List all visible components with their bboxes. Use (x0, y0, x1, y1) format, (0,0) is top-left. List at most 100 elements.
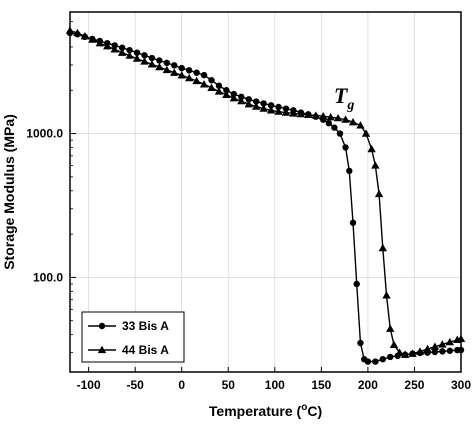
data-point (387, 353, 394, 361)
data-point (132, 54, 142, 62)
data-point (446, 347, 454, 354)
data-point (346, 167, 353, 175)
data-point (259, 104, 268, 112)
data-point (296, 109, 306, 118)
data-point (155, 62, 164, 71)
data-point (289, 109, 298, 117)
data-point (457, 346, 465, 354)
data-point (445, 337, 455, 346)
data-point (415, 347, 425, 355)
data-point (326, 112, 335, 121)
x-tick-label: -50 (126, 378, 144, 392)
data-point (163, 59, 171, 67)
data-point (274, 107, 283, 115)
y-tick-label: 100.0 (33, 270, 63, 284)
data-point (223, 87, 230, 94)
data-point (281, 108, 291, 116)
data-point (357, 339, 364, 347)
data-point (117, 48, 127, 56)
data-point (125, 51, 134, 59)
data-point (367, 144, 376, 153)
tg-annotation-sub: g (346, 98, 354, 113)
data-point (207, 83, 216, 91)
x-axis-label-main: Temperature ( (209, 403, 302, 419)
x-tick-label: 250 (404, 378, 424, 392)
data-point (118, 44, 126, 51)
data-point (95, 38, 104, 47)
data-point (423, 344, 432, 353)
data-point (266, 106, 276, 114)
data-point (319, 112, 328, 120)
data-point (431, 348, 439, 356)
data-point (361, 129, 371, 137)
data-point (133, 49, 141, 56)
legend: 33 Bis A 44 Bis A (81, 311, 185, 363)
data-point (325, 120, 333, 127)
legend-marker (98, 322, 106, 330)
data-point (349, 219, 357, 226)
series-layer (65, 26, 466, 365)
x-axis-label-sup: o (301, 402, 307, 413)
x-tick-label: 0 (178, 378, 185, 392)
legend-item: 44 Bis A (88, 343, 169, 357)
data-point (311, 111, 320, 119)
data-point (336, 130, 344, 137)
tg-annotation-main: T (334, 83, 349, 108)
data-point (439, 348, 446, 355)
plot-frame (69, 11, 462, 373)
series-line (69, 32, 462, 363)
data-point (371, 161, 380, 169)
axis-ticks: -100 -50 0 50 100 150 200 250 300 100.0 1000.0 (26, 21, 471, 392)
data-point (342, 144, 349, 151)
data-point (162, 65, 172, 74)
data-point (378, 243, 387, 252)
data-point (389, 340, 399, 348)
x-axis-label-unit: C) (307, 403, 322, 419)
data-point (148, 54, 156, 62)
data-point (193, 69, 200, 76)
data-point (156, 57, 163, 64)
legend-box (81, 311, 185, 363)
data-point (88, 35, 97, 43)
data-point (185, 67, 193, 74)
data-point (215, 82, 223, 89)
data-point (408, 349, 417, 357)
data-point (141, 52, 148, 59)
data-point (260, 100, 267, 107)
y-axis-label: Storage Modulus (MPa) (1, 114, 17, 270)
y-tick-label: 1000.0 (26, 127, 63, 141)
data-point (222, 90, 231, 98)
data-point (456, 334, 466, 343)
data-point (192, 76, 201, 85)
data-point (353, 280, 360, 288)
data-point (229, 94, 239, 102)
data-point (140, 57, 149, 65)
data-point (200, 71, 208, 79)
data-point (430, 342, 440, 350)
data-point (386, 324, 395, 332)
x-tick-label: -100 (77, 378, 101, 392)
legend-label: 33 Bis A (122, 319, 169, 333)
data-point (199, 80, 209, 88)
data-point (147, 60, 157, 68)
data-point (110, 45, 119, 53)
x-tick-label: 300 (451, 378, 471, 392)
data-point (103, 41, 112, 50)
data-point (178, 64, 185, 72)
x-tick-label: 50 (222, 378, 236, 392)
data-point (214, 87, 224, 95)
data-point (400, 350, 410, 358)
x-tick-label: 200 (358, 378, 378, 392)
legend-items: 33 Bis A 44 Bis A (88, 319, 169, 357)
data-point (304, 110, 313, 118)
data-point (331, 124, 338, 131)
tg-annotation: Tg (334, 83, 354, 113)
data-point (237, 96, 246, 105)
legend-label: 44 Bis A (122, 343, 169, 357)
data-point (126, 46, 133, 54)
data-point (438, 340, 447, 348)
series-2 (65, 26, 466, 358)
data-point (170, 68, 179, 76)
data-point (171, 62, 178, 69)
